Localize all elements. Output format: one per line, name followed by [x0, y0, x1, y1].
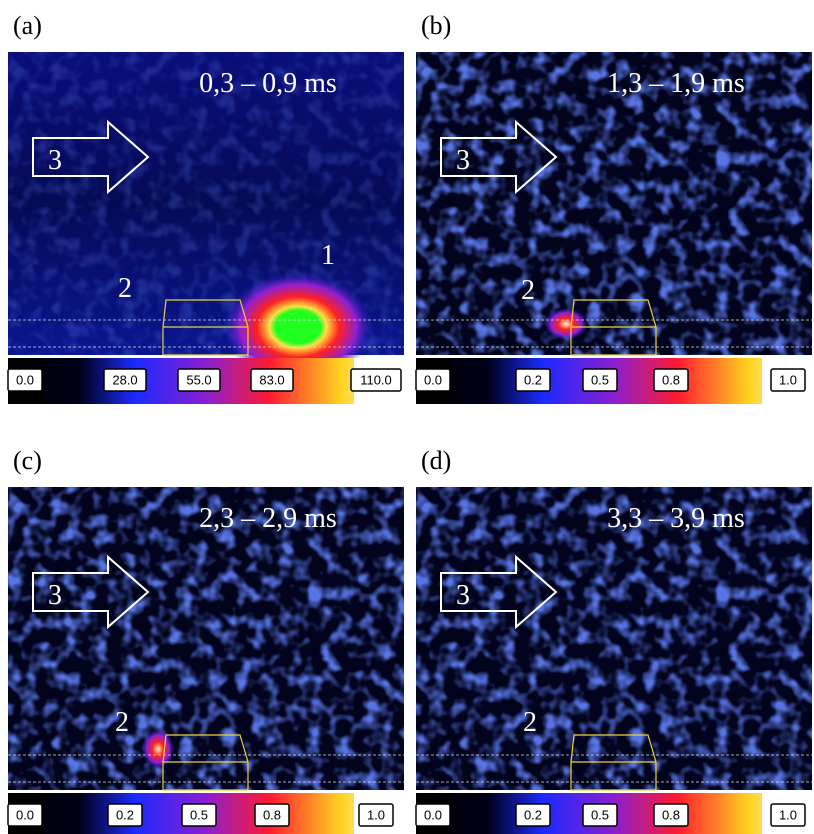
time-range: 3,3 – 3,9 ms: [607, 503, 745, 534]
colorbar-label: 55.0: [186, 372, 211, 387]
panel-label: (b): [421, 11, 451, 40]
panel-label: (a): [13, 11, 42, 40]
figure: (a) 0,3 – 0,9 ms 3 2 1 0.0 28.0 55.0 83.0 110.0 (b…: [0, 0, 814, 834]
colorbar-label: 0.2: [524, 807, 542, 822]
panel: (a) 0,3 – 0,9 ms 3 2 1 0.0 28.0 55.0 83.0 110.0: [8, 11, 404, 404]
colorbar-label: 28.0: [112, 372, 137, 387]
arrow-label: 3: [48, 580, 62, 611]
arrow-label: 3: [48, 145, 62, 176]
panel: (d) 3,3 – 3,9 ms 3 2 0.0 0.2 0.5 0.8 1.0: [416, 446, 812, 834]
hot-spot: [544, 308, 588, 340]
colorbar-label: 0.5: [591, 372, 609, 387]
colorbar-label: 1.0: [367, 807, 385, 822]
colorbar-label: 0.5: [190, 807, 208, 822]
colorbar-label: 0.8: [662, 807, 680, 822]
colorbar-label: 0.0: [424, 372, 442, 387]
region-label: 2: [118, 273, 132, 304]
colorbar-label: 1.0: [779, 807, 797, 822]
arrow-label: 3: [456, 145, 470, 176]
colorbar-label: 1.0: [779, 372, 797, 387]
panel: (b) 1,3 – 1,9 ms 3 2 0.0 0.2 0.5 0.8 1.0: [416, 11, 812, 404]
colorbar-label: 110.0: [360, 372, 392, 387]
colorbar-label: 0.0: [424, 807, 442, 822]
colorbar-label: 0.0: [16, 372, 34, 387]
region-label: 2: [115, 707, 129, 738]
panel-label: (d): [421, 446, 451, 475]
region-label: 1: [321, 240, 335, 271]
panel-label: (c): [13, 446, 42, 475]
colorbar-label: 0.5: [591, 807, 609, 822]
colorbar-label: 83.0: [259, 372, 284, 387]
arrow-label: 3: [456, 580, 470, 611]
time-range: 0,3 – 0,9 ms: [199, 68, 337, 99]
time-range: 1,3 – 1,9 ms: [607, 68, 745, 99]
panel: (c) 2,3 – 2,9 ms 3 2 0.0 0.2 0.5 0.8 1.0: [8, 446, 404, 834]
time-range: 2,3 – 2,9 ms: [199, 503, 337, 534]
region-label: 2: [523, 707, 537, 738]
colorbar-label: 0.0: [16, 807, 34, 822]
region-label: 2: [521, 275, 535, 306]
colorbar-label: 0.2: [524, 372, 542, 387]
colorbar-label: 0.8: [662, 372, 680, 387]
colorbar-label: 0.8: [263, 807, 281, 822]
colorbar-label: 0.2: [116, 807, 134, 822]
